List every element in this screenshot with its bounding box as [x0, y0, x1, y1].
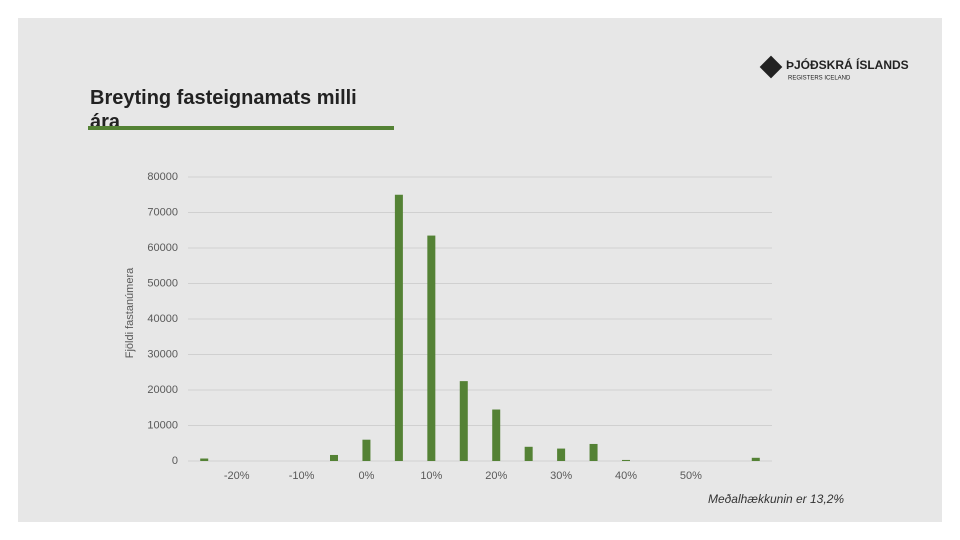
logo-name: ÞJÓÐSKRÁ ÍSLANDS — [786, 57, 909, 72]
y-tick-label: 40000 — [147, 313, 178, 325]
y-tick-label: 80000 — [147, 171, 178, 183]
bar — [557, 448, 566, 461]
logo-subtitle: REGISTERS ICELAND — [788, 76, 851, 82]
y-tick-label: 0 — [172, 455, 178, 467]
y-tick-label: 30000 — [147, 348, 178, 360]
bar — [362, 439, 371, 461]
bar — [589, 443, 598, 461]
x-tick-label: -10% — [289, 470, 315, 482]
y-tick-label: 60000 — [147, 242, 178, 254]
x-tick-label: 10% — [420, 470, 442, 482]
bar — [427, 235, 436, 461]
y-tick-label: 50000 — [147, 277, 178, 289]
x-tick-label: 40% — [615, 470, 637, 482]
y-tick-label: 70000 — [147, 206, 178, 218]
y-tick-label: 20000 — [147, 384, 178, 396]
x-tick-label: 30% — [550, 470, 572, 482]
bar — [524, 446, 533, 461]
slide-background — [18, 18, 942, 522]
bar — [492, 409, 501, 461]
bar — [622, 459, 630, 461]
x-tick-label: 0% — [358, 470, 374, 482]
bar — [394, 194, 403, 461]
logo: ÞJÓÐSKRÁ ÍSLANDS REGISTERS ICELAND — [759, 55, 909, 82]
bar — [200, 458, 209, 461]
title-underline — [88, 126, 394, 130]
annotation: Meðalhækkunin er 13,2% — [708, 492, 844, 506]
bar — [459, 381, 468, 461]
x-tick-label: 20% — [485, 470, 507, 482]
bar — [751, 457, 760, 461]
bar — [330, 454, 338, 461]
y-tick-label: 10000 — [147, 419, 178, 431]
y-axis-label: Fjöldi fastanúmera — [124, 267, 136, 358]
x-tick-label: -20% — [224, 470, 250, 482]
x-tick-label: 50% — [680, 470, 702, 482]
